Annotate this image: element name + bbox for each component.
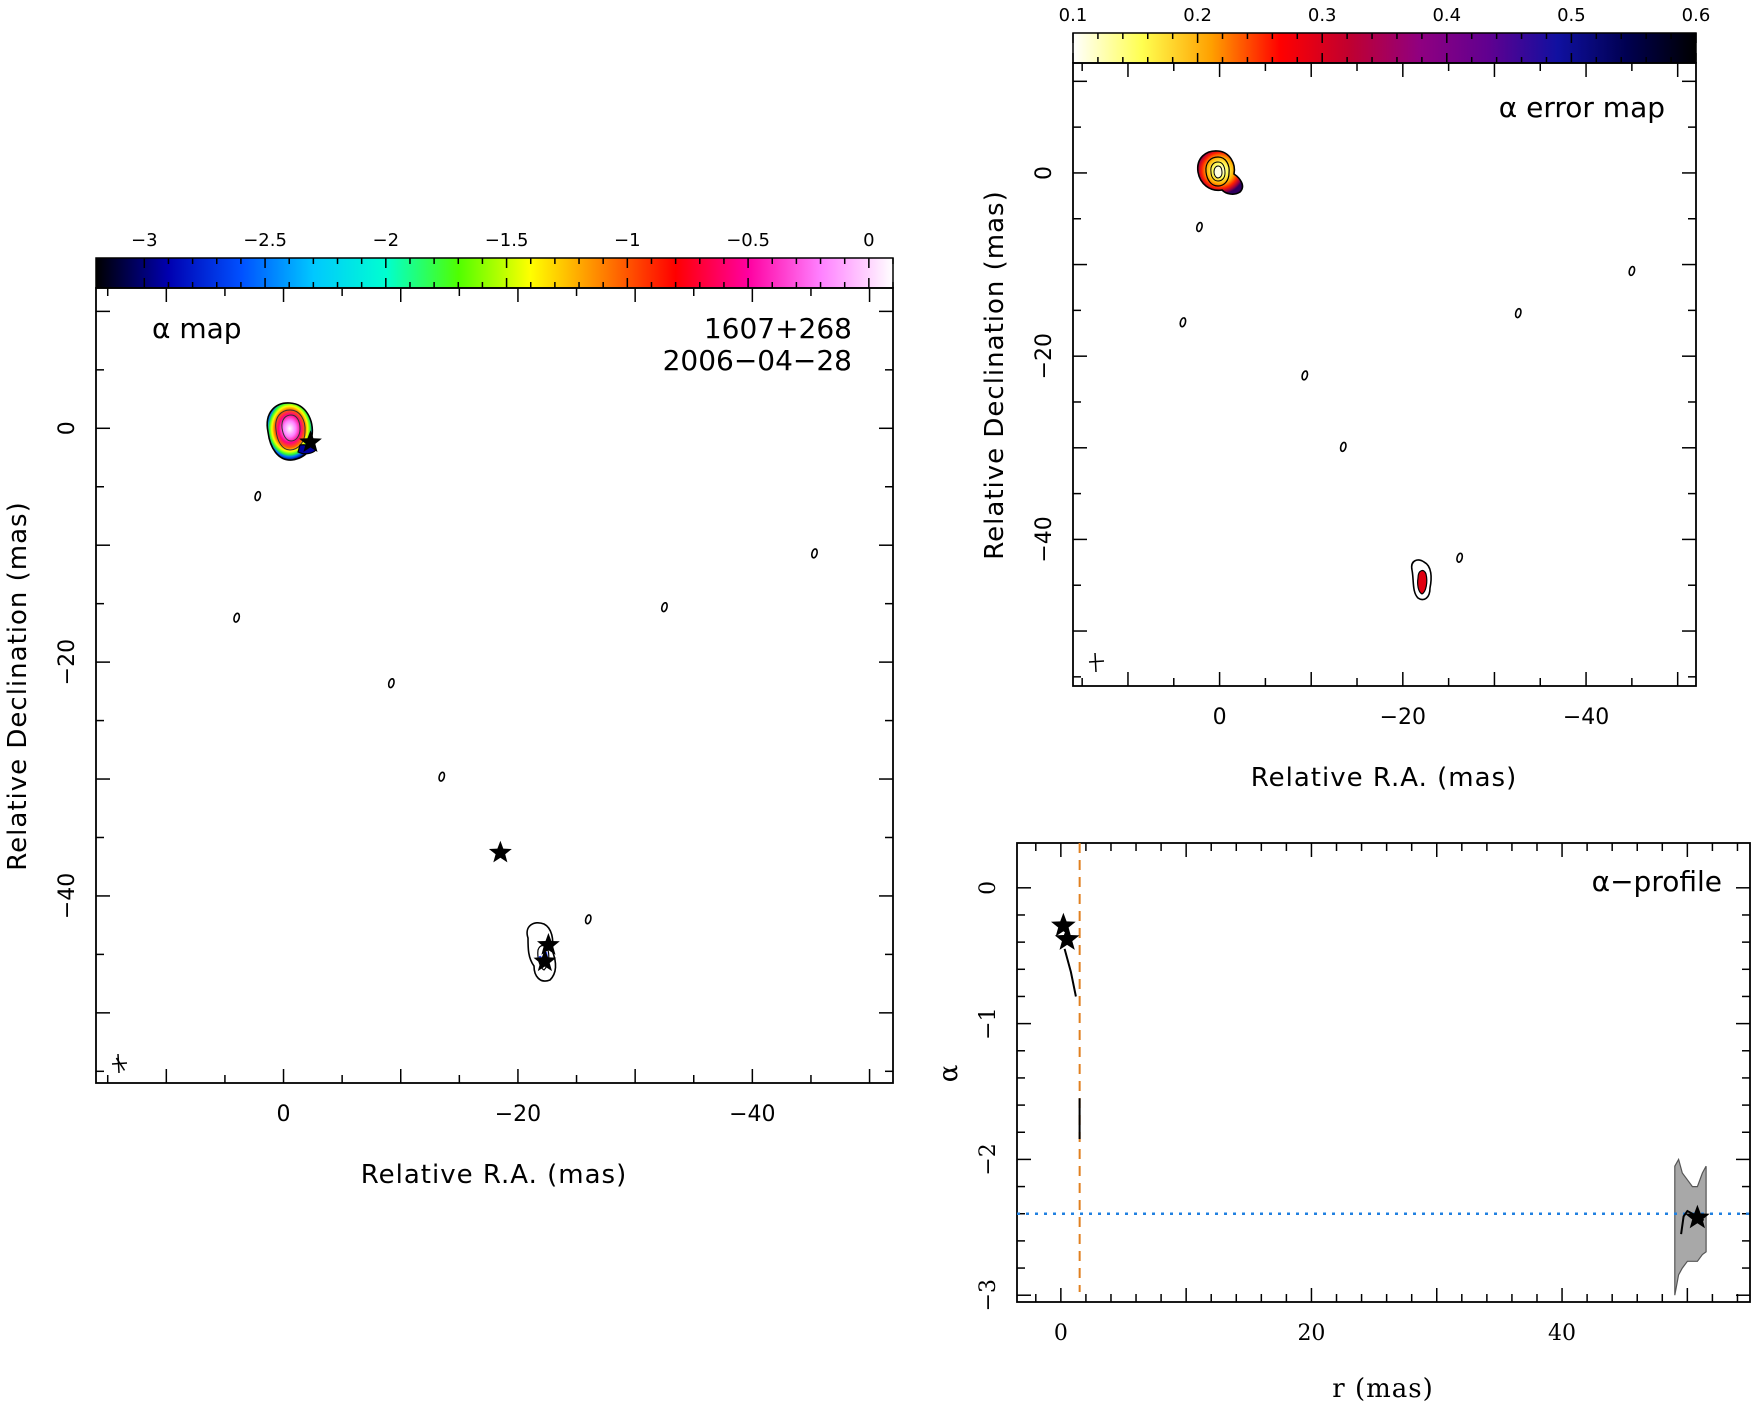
x-tick-label: −20 bbox=[495, 1102, 541, 1127]
colorbar-tick-label: −2.5 bbox=[243, 230, 287, 251]
alpha-map-frame bbox=[95, 287, 894, 1084]
profile-star bbox=[1054, 926, 1080, 950]
colorbar-tick-label: −2 bbox=[373, 230, 400, 251]
alpha-map-xlabel: Relative R.A. (mas) bbox=[361, 1160, 627, 1190]
panel-alpha-profile: 0 20 40 0 −1 −2 −3 α−profile r (mas) α bbox=[934, 842, 1751, 1404]
profile-title: α−profile bbox=[1592, 865, 1722, 898]
minor-contour bbox=[1514, 307, 1522, 319]
x-tick-label: −40 bbox=[729, 1102, 775, 1127]
minor-contour bbox=[660, 601, 668, 613]
minor-contour bbox=[584, 914, 592, 925]
minor-contour bbox=[233, 612, 241, 623]
y-tick-label: −40 bbox=[55, 873, 80, 919]
alpha-colorbar-ticks: −3 −2.5 −2 −1.5 −1 −0.5 0 bbox=[131, 230, 894, 288]
error-map-title: α error map bbox=[1499, 91, 1665, 124]
alpha-map-ylabel: Relative Declination (mas) bbox=[3, 501, 33, 870]
x-tick-label: 40 bbox=[1548, 1321, 1576, 1346]
profile-star bbox=[1685, 1204, 1710, 1229]
error-colorbar-ticks: 0.1 0.2 0.3 0.4 0.5 0.6 bbox=[1059, 5, 1711, 63]
minor-contour bbox=[1339, 441, 1347, 453]
error-map-xlabel: Relative R.A. (mas) bbox=[1251, 763, 1517, 793]
x-tick-label: 0 bbox=[277, 1102, 291, 1127]
profile-frame bbox=[1016, 842, 1751, 1303]
error-minor-contours bbox=[1179, 221, 1636, 563]
colorbar-tick-label: 0 bbox=[863, 230, 874, 251]
colorbar-tick-label: 0.3 bbox=[1308, 5, 1337, 26]
alpha-map-title: α map bbox=[152, 312, 242, 345]
y-tick-label: −3 bbox=[976, 1279, 1001, 1311]
minor-contour bbox=[1301, 370, 1309, 381]
model-component-star bbox=[488, 840, 512, 863]
y-tick-label: −20 bbox=[1032, 333, 1057, 379]
model-component-star bbox=[299, 430, 322, 452]
colorbar-tick-label: −1 bbox=[614, 230, 641, 251]
error-colorbar bbox=[1072, 32, 1697, 64]
error-map-ylabel: Relative Declination (mas) bbox=[980, 190, 1010, 559]
profile-ylabel: α bbox=[934, 1064, 964, 1083]
alpha-colorbar bbox=[95, 257, 894, 289]
panel-alpha-map: −3 −2.5 −2 −1.5 −1 −0.5 0 0 −20 −40 0 −20 −40 α map… bbox=[3, 230, 894, 1190]
y-tick-label: −1 bbox=[976, 1007, 1001, 1039]
error-south-component bbox=[1410, 559, 1432, 601]
colorbar-tick-label: −1.5 bbox=[485, 230, 529, 251]
minor-contour bbox=[387, 677, 395, 689]
y-tick-label: 0 bbox=[55, 421, 80, 435]
minor-contour bbox=[1179, 317, 1187, 328]
model-component-star bbox=[533, 949, 557, 972]
minor-contour bbox=[254, 490, 262, 502]
colorbar-tick-label: 0.6 bbox=[1682, 5, 1711, 26]
colorbar-tick-label: 0.2 bbox=[1183, 5, 1212, 26]
error-core-component bbox=[1196, 150, 1244, 195]
profile-xlabel: r (mas) bbox=[1332, 1374, 1433, 1404]
y-tick-label: −40 bbox=[1032, 516, 1057, 562]
minor-contour bbox=[438, 771, 446, 782]
alpha-core-component bbox=[266, 402, 317, 461]
y-tick-label: −20 bbox=[55, 639, 80, 685]
colorbar-tick-label: 0.5 bbox=[1557, 5, 1586, 26]
y-tick-label: −2 bbox=[976, 1143, 1001, 1175]
x-tick-label: −20 bbox=[1380, 705, 1426, 730]
y-tick-label: 0 bbox=[976, 881, 1001, 895]
x-tick-label: 0 bbox=[1054, 1321, 1068, 1346]
y-tick-label: 0 bbox=[1032, 166, 1057, 180]
beam-marker bbox=[111, 1053, 128, 1074]
colorbar-tick-label: 0.4 bbox=[1432, 5, 1461, 26]
profile-star bbox=[1051, 912, 1076, 937]
colorbar-tick-label: 0.1 bbox=[1059, 5, 1088, 26]
minor-contour bbox=[1456, 552, 1464, 563]
source-name: 1607+268 bbox=[704, 312, 852, 345]
profile-ticks: 0 20 40 0 −1 −2 −3 bbox=[976, 843, 1750, 1346]
colorbar-tick-label: −0.5 bbox=[726, 230, 770, 251]
error-map-ticks: 0 −20 −40 0 −20 −40 bbox=[1032, 63, 1696, 730]
minor-contour bbox=[1628, 265, 1636, 277]
profile-lines bbox=[1017, 843, 1750, 1292]
alpha-profile-line bbox=[1063, 948, 1077, 997]
minor-contour bbox=[1195, 221, 1203, 233]
x-tick-label: 0 bbox=[1213, 705, 1227, 730]
epoch-date: 2006−04−28 bbox=[663, 344, 852, 377]
x-tick-label: −40 bbox=[1563, 705, 1609, 730]
error-beam-marker bbox=[1088, 652, 1105, 673]
model-component-star bbox=[537, 933, 560, 955]
panel-alpha-error-map: 0.1 0.2 0.3 0.4 0.5 0.6 0 −20 −40 0 −20 −40 α erro… bbox=[980, 5, 1710, 793]
profile-stars bbox=[1051, 912, 1710, 1229]
alpha-minor-contours bbox=[233, 490, 818, 925]
colorbar-tick-label: −3 bbox=[131, 230, 158, 251]
minor-contour bbox=[810, 548, 818, 559]
alpha-map-ticks: 0 −20 −40 0 −20 −40 bbox=[55, 288, 893, 1127]
x-tick-label: 20 bbox=[1297, 1321, 1325, 1346]
alpha-model-stars bbox=[299, 430, 560, 972]
error-map-frame bbox=[1072, 62, 1697, 687]
